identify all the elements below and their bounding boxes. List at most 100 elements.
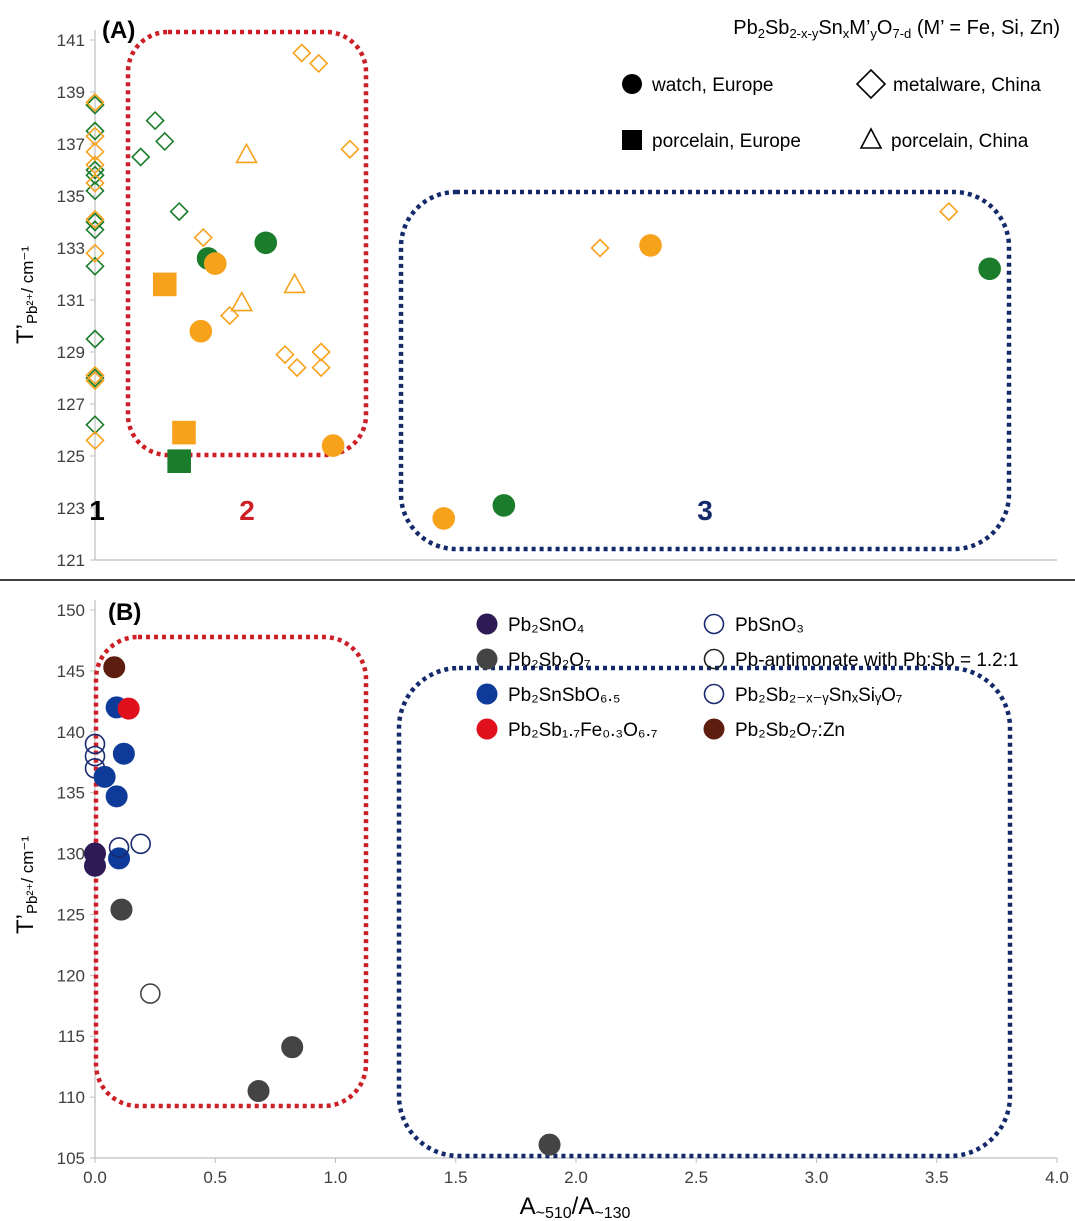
region-3-box	[398, 189, 1012, 552]
legend-label: Pb₂Sb₂O₇:Zn	[735, 720, 845, 741]
data-point-diamond	[85, 220, 105, 240]
xlabel-a: A	[520, 1193, 536, 1220]
ylabel-main: T’	[12, 914, 39, 934]
legend-label: Pb₂Sb₁.₇Fe₀.₃O₆.₇	[508, 720, 657, 741]
data-point-diamond	[145, 110, 165, 131]
data-point-circle	[492, 494, 516, 517]
legend-item: Pb₂Sb₂₋ₓ₋ᵧSnₓSiᵧO₇	[703, 683, 902, 706]
formula-part: Sn	[818, 17, 842, 39]
y-tick-label: 127	[57, 395, 85, 414]
region-3-box	[396, 665, 1013, 1159]
formula-part: y	[870, 26, 877, 41]
y-tick-label: 130	[57, 845, 85, 864]
x-tick-label: 0.0	[83, 1168, 107, 1187]
data-point-Pb2SbFe	[117, 697, 140, 720]
legend-item: Pb₂Sb₁.₇Fe₀.₃O₆.₇	[476, 718, 657, 741]
ylabel-sub: Pb²⁺	[24, 293, 41, 324]
legend-label: Pb₂Sb₂₋ₓ₋ᵧSnₓSiᵧO₇	[735, 685, 902, 706]
data-point-diamond	[85, 165, 105, 185]
panel-a-points	[85, 43, 1001, 530]
data-point-diamond	[193, 227, 213, 248]
data-point-triangle	[230, 290, 254, 312]
data-point-diamond	[287, 357, 307, 378]
ylabel-unit: / cm⁻¹	[18, 246, 37, 293]
data-point-diamond	[85, 368, 105, 388]
y-tick-label: 125	[57, 905, 85, 924]
data-point-diamond	[340, 139, 360, 159]
formula-part: (M’ = Fe, Si, Zn)	[911, 17, 1060, 39]
y-tick-label: 135	[57, 784, 85, 803]
legend-item: porcelain, China	[859, 127, 1029, 152]
x-tick-label: 0.5	[203, 1168, 227, 1187]
ylabel-unit: / cm⁻¹	[18, 836, 37, 883]
data-point-circle	[639, 234, 662, 257]
data-point-diamond	[85, 329, 105, 349]
formula-part: Pb	[733, 17, 757, 39]
formula-part: x	[843, 26, 850, 41]
svg-text:T’Pb²⁺/ cm⁻¹: T’Pb²⁺/ cm⁻¹	[12, 246, 41, 344]
legend-item: porcelain, Europe	[622, 130, 801, 152]
legend-label: Pb₂Sb₂O₇	[508, 650, 591, 671]
data-point-diamond	[311, 357, 331, 378]
formula-part: 2-x-y	[789, 26, 818, 41]
data-point-Pb2SbSnSi	[130, 833, 151, 855]
data-point-diamond	[85, 181, 105, 201]
svg-text:T’Pb²⁺/ cm⁻¹: T’Pb²⁺/ cm⁻¹	[12, 836, 41, 934]
y-tick-label: 145	[57, 662, 85, 681]
panel-b-points	[84, 656, 561, 1156]
ylabel-sub: Pb²⁺	[24, 883, 41, 914]
formula-part: 2	[758, 26, 765, 41]
data-point-diamond	[590, 238, 610, 258]
data-point-diamond	[85, 415, 105, 435]
x-tick-label: 3.0	[805, 1168, 829, 1187]
panel-a-label: (A)	[102, 17, 135, 44]
legend-item: Pb₂Sb₂O₇:Zn	[703, 718, 845, 741]
panel-b-legend: Pb₂SnO₄ PbSnO₃ Pb₂Sb₂O₇ Pb-antimonate with …	[476, 613, 1019, 741]
data-point-diamond	[155, 131, 175, 152]
y-tick-label: 133	[57, 239, 85, 258]
formula-part: M’	[849, 17, 870, 39]
formula-part: Sb	[765, 17, 789, 39]
data-point-diamond	[85, 95, 105, 115]
y-tick-label: 139	[57, 83, 85, 102]
data-point-circle	[203, 252, 227, 275]
panel-b: (B) 105 110 115 120 125 130 135 140 145 150 0.0 0.5…	[12, 599, 1069, 1221]
panel-b-y-axis-title: T’Pb²⁺/ cm⁻¹	[12, 836, 41, 934]
y-tick-label: 137	[57, 135, 85, 154]
data-point-diamond	[939, 201, 959, 222]
legend-marker	[703, 648, 725, 670]
panel-a-regions	[125, 29, 1012, 552]
legend-marker-diamond	[855, 68, 887, 100]
x-tick-label: 2.5	[684, 1168, 708, 1187]
legend-marker-square	[622, 130, 642, 150]
legend-label: Pb₂SnSbO₆.₅	[508, 685, 620, 706]
legend-item: watch, Europe	[622, 74, 773, 96]
data-point-diamond	[85, 142, 105, 162]
region-2-box	[125, 29, 369, 458]
legend-item: Pb-antimonate with Pb:Sb = 1.2:1	[703, 648, 1019, 671]
x-tick-label: 3.5	[925, 1168, 949, 1187]
panel-b-label: (B)	[108, 599, 141, 626]
data-point-diamond	[292, 43, 312, 63]
data-point-triangle	[283, 272, 306, 294]
data-point-diamond	[169, 201, 189, 222]
x-tick-label: 2.0	[564, 1168, 588, 1187]
data-point-diamond	[85, 173, 105, 193]
data-point-Pb2SnSbO65	[112, 742, 135, 765]
data-point-diamond	[85, 155, 105, 175]
legend-label: Pb₂SnO₄	[508, 615, 585, 636]
legend-label: PbSnO₃	[735, 615, 804, 636]
legend-item: PbSnO₃	[703, 613, 804, 636]
data-point-Pb2SnSbO65	[105, 785, 128, 808]
data-point-Pb2Sb2O7	[110, 898, 133, 921]
legend-label: Pb-antimonate with Pb:Sb = 1.2:1	[735, 650, 1019, 671]
legend-marker-triangle	[859, 127, 883, 149]
legend-marker-circle	[622, 74, 642, 94]
data-point-Pb2SnSbO65	[93, 765, 116, 788]
legend-item: Pb₂Sb₂O₇	[476, 648, 591, 671]
data-point-diamond	[85, 209, 105, 230]
panel-a-legend: watch, Europe metalware, China porcelain, …	[622, 68, 1041, 152]
formula-part: O	[877, 17, 893, 39]
data-point-triangle	[235, 142, 258, 164]
